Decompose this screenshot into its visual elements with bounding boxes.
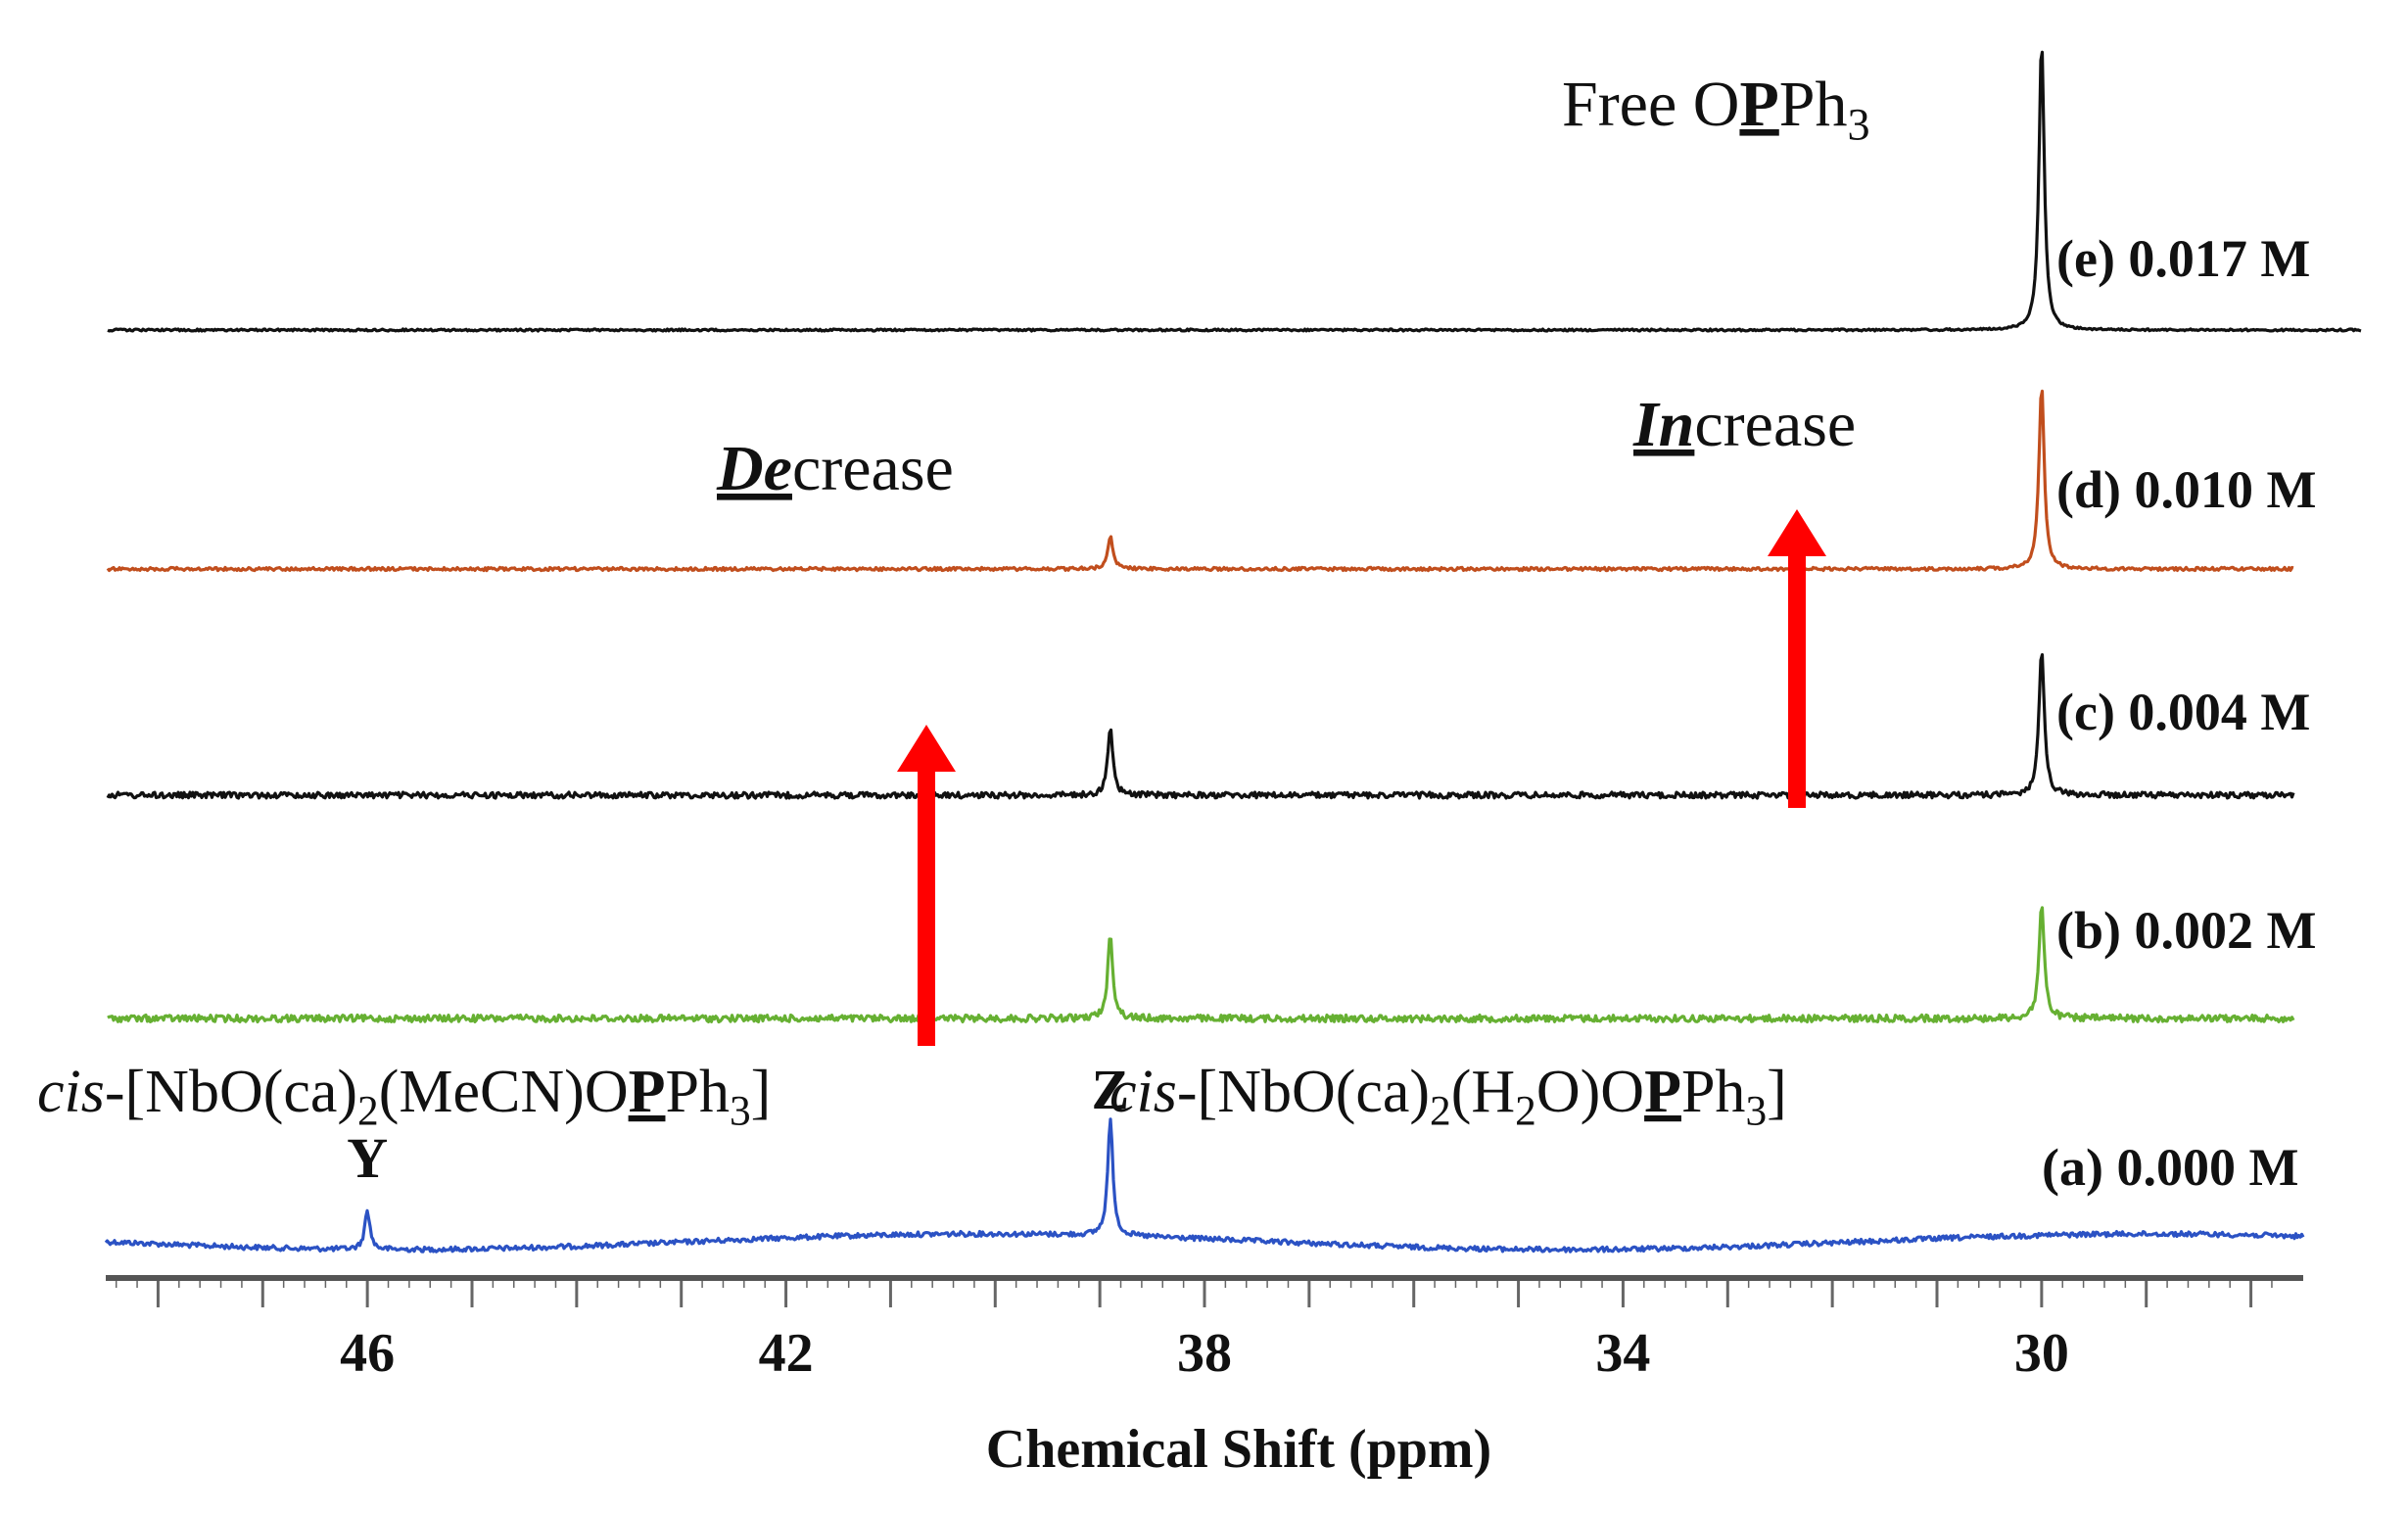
cis-h2o-label-part: ]: [1767, 1059, 1787, 1125]
series-label-e: (e) 0.017 M: [2056, 229, 2310, 288]
free-opph3-label-part: P: [1739, 69, 1778, 140]
decrease-label-part: crease: [792, 433, 954, 504]
spectrum-trace-d: [106, 389, 2294, 573]
free-opph3-label: Free OPPh3: [1562, 69, 1870, 150]
cis-mecn-label-part: 3: [730, 1088, 751, 1135]
x-axis: 46 42 38 34 30 Chemical Shift (ppm): [106, 1275, 2303, 1480]
cis-mecn-label-part: P: [629, 1059, 666, 1125]
series-label-b: (b) 0.002 M: [2056, 901, 2316, 960]
x-tick-label: 42: [759, 1323, 814, 1384]
cis-mecn-label-part: cis: [37, 1059, 105, 1125]
series-label-d: (d) 0.010 M: [2056, 460, 2316, 519]
cis-mecn-label: cis-[NbO(ca)2(MeCN)OPPh3]: [37, 1059, 771, 1135]
cis-h2o-label-part: (H: [1451, 1059, 1515, 1125]
red-arrow-increase-head: [1768, 509, 1826, 556]
free-opph3-label-part: Free O: [1562, 69, 1739, 140]
cis-h2o-label-part: -[NbO(ca): [1177, 1059, 1430, 1125]
x-tick-label: 30: [2014, 1323, 2069, 1384]
spectrum-trace-a: [104, 1117, 2305, 1254]
red-arrow-decrease-shaft: [918, 764, 935, 1046]
cis-h2o-label-part: O)O: [1536, 1059, 1644, 1125]
cis-mecn-label-part: ]: [751, 1059, 772, 1125]
x-tick-label: 34: [1595, 1323, 1650, 1384]
x-axis-label: Chemical Shift (ppm): [986, 1419, 1491, 1480]
red-arrow-increase-shaft: [1788, 548, 1806, 808]
cis-h2o-label-part: cis: [1110, 1059, 1177, 1125]
cis-h2o-label-part: 3: [1745, 1088, 1767, 1135]
cis-h2o-label-part: 2: [1430, 1088, 1451, 1135]
increase-label-part: In: [1632, 389, 1694, 460]
series-label-c: (c) 0.004 M: [2056, 683, 2310, 741]
free-opph3-label-part: 3: [1847, 100, 1869, 150]
increase-label: Increase: [1632, 389, 1856, 460]
decrease-label-part: De: [716, 433, 792, 504]
peak-label-z: Z: [1091, 1058, 1129, 1121]
cis-mecn-label-part: Ph: [665, 1059, 729, 1125]
spectrum-trace-c: [106, 652, 2295, 800]
red-arrow-decrease: [897, 725, 956, 1046]
decrease-label: Decrease: [716, 433, 954, 504]
annotations: Free OPPh3DecreaseIncreasecis-[NbO(ca)2(…: [37, 69, 1870, 1190]
cis-h2o-label-part: 2: [1515, 1088, 1536, 1135]
increase-label-part: crease: [1694, 389, 1856, 460]
red-arrow-decrease-head: [897, 725, 956, 772]
cis-h2o-label: cis-[NbO(ca)2(H2O)OPPh3]: [1110, 1059, 1787, 1135]
cis-mecn-label-part: 2: [357, 1088, 379, 1135]
cis-mecn-label-part: (MeCN)O: [379, 1059, 629, 1125]
cis-h2o-label-part: Ph: [1681, 1059, 1745, 1125]
free-opph3-label-part: Ph: [1779, 69, 1848, 140]
spectra-group: [104, 50, 2362, 1254]
series-labels: (a) 0.000 M (b) 0.002 M (c) 0.004 M (d) 0.0…: [2042, 229, 2316, 1197]
cis-mecn-label-part: -[NbO(ca): [105, 1059, 357, 1125]
spectrum-trace-e: [107, 50, 2362, 333]
x-tick-label: 38: [1177, 1323, 1232, 1384]
x-tick-label: 46: [340, 1323, 395, 1384]
red-arrow-increase: [1768, 509, 1826, 808]
cis-h2o-label-part: P: [1644, 1059, 1681, 1125]
spectrum-trace-b: [107, 906, 2295, 1024]
series-label-a: (a) 0.000 M: [2042, 1138, 2298, 1197]
peak-label-y: Y: [347, 1126, 388, 1190]
